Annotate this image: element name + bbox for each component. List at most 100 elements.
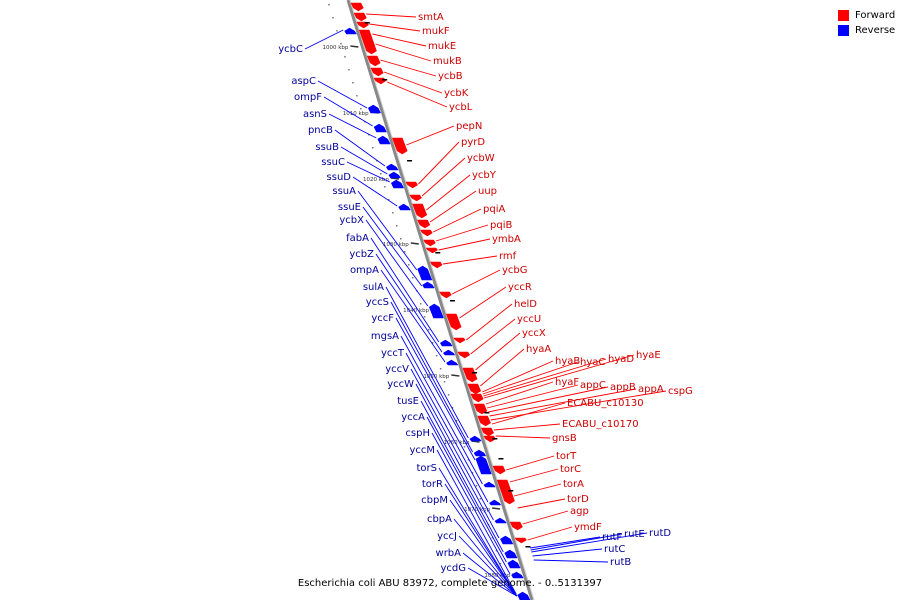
reverse-leader-line bbox=[532, 548, 603, 557]
forward-leader-line bbox=[527, 526, 573, 541]
forward-leader-line bbox=[485, 381, 554, 405]
reverse-gene-label: torS bbox=[417, 463, 438, 474]
reverse-gene-label: cspH bbox=[405, 428, 430, 439]
minor-tick bbox=[360, 108, 362, 110]
reverse-gene-label: rutB bbox=[610, 557, 631, 568]
reverse-gene-arrow bbox=[385, 163, 399, 171]
reverse-gene-label: yccS bbox=[366, 297, 389, 308]
forward-leader-line bbox=[435, 224, 489, 242]
reverse-leader-line bbox=[453, 518, 518, 597]
minor-tick bbox=[411, 277, 414, 279]
forward-leader-line bbox=[421, 157, 466, 197]
minor-tick bbox=[328, 4, 330, 6]
reverse-leader-line bbox=[317, 80, 368, 109]
forward-leader-line bbox=[380, 59, 437, 77]
reverse-leader-line bbox=[370, 237, 440, 343]
minor-tick bbox=[396, 225, 398, 227]
minor-tick bbox=[352, 82, 354, 84]
forward-gene-label: ymbA bbox=[492, 234, 521, 245]
reverse-leader-line bbox=[352, 176, 398, 207]
forward-leader-line bbox=[442, 255, 498, 265]
reverse-gene-label: torR bbox=[422, 479, 443, 490]
forward-leader-line bbox=[493, 423, 561, 431]
minor-tick bbox=[471, 472, 474, 474]
reverse-gene-label: ycbC bbox=[278, 44, 303, 55]
forward-gene-label: torT bbox=[556, 451, 577, 462]
reverse-gene-label: ssuA bbox=[332, 186, 356, 197]
minor-tick bbox=[435, 355, 438, 357]
forward-gene-arrow bbox=[391, 137, 408, 155]
forward-leader-line bbox=[432, 208, 482, 233]
minor-tick bbox=[499, 563, 502, 565]
feature-marker bbox=[382, 79, 388, 81]
reverse-leader-line bbox=[385, 286, 469, 439]
feature-marker bbox=[364, 22, 370, 24]
feature-marker bbox=[492, 438, 498, 440]
reverse-gene-label: cbpA bbox=[427, 514, 452, 525]
legend-forward: Forward bbox=[838, 8, 895, 23]
reverse-gene-arrow bbox=[517, 591, 531, 600]
minor-tick bbox=[336, 30, 338, 32]
forward-gene-label: hyaB bbox=[555, 356, 580, 367]
forward-gene-arrow bbox=[514, 537, 527, 544]
reverse-gene-label: ssuB bbox=[315, 142, 339, 153]
minor-tick bbox=[340, 43, 342, 45]
reverse-gene-arrow bbox=[377, 135, 391, 145]
forward-gene-label: torA bbox=[563, 479, 584, 490]
forward-leader-line bbox=[426, 174, 471, 211]
reverse-leader-line bbox=[340, 146, 388, 175]
forward-gene-label: smtA bbox=[418, 12, 444, 23]
reverse-gene-arrow bbox=[469, 435, 482, 442]
forward-gene-arrow bbox=[483, 435, 496, 443]
reverse-gene-label: rutF bbox=[602, 532, 622, 543]
reverse-leader-line bbox=[420, 400, 504, 553]
forward-gene-label: pyrD bbox=[461, 137, 485, 148]
feature-marker bbox=[407, 160, 413, 162]
forward-gene-arrow bbox=[492, 465, 506, 475]
reverse-gene-label: mgsA bbox=[371, 331, 399, 342]
forward-leader-line bbox=[483, 354, 635, 399]
reverse-gene-label: pncB bbox=[308, 125, 333, 136]
forward-gene-label: yccX bbox=[522, 328, 546, 339]
forward-gene-label: hyaD bbox=[608, 354, 634, 365]
forward-leader-line bbox=[438, 238, 491, 251]
reverse-leader-line bbox=[426, 416, 507, 563]
forward-gene-arrow bbox=[509, 521, 523, 531]
forward-gene-arrow bbox=[350, 2, 364, 12]
reverse-leader-line bbox=[449, 499, 518, 597]
minor-tick bbox=[427, 329, 430, 331]
minor-tick bbox=[399, 238, 402, 240]
forward-gene-arrow bbox=[409, 194, 422, 202]
feature-marker bbox=[525, 546, 531, 548]
forward-gene-arrow bbox=[425, 247, 438, 254]
reverse-gene-arrow bbox=[442, 349, 456, 356]
minor-tick bbox=[463, 446, 466, 448]
forward-gene-arrow bbox=[358, 29, 377, 55]
reverse-gene-label: yccM bbox=[409, 445, 435, 456]
forward-gene-label: mukF bbox=[422, 26, 450, 37]
scale-tick-label: 1020 kbp bbox=[363, 177, 389, 183]
forward-leader-line bbox=[513, 483, 562, 497]
minor-tick bbox=[495, 550, 498, 552]
reverse-leader-line bbox=[400, 335, 483, 485]
minor-tick bbox=[384, 186, 386, 188]
minor-tick bbox=[372, 147, 374, 149]
reverse-leader-line bbox=[530, 533, 623, 551]
scale-tick-label: 1040 kbp bbox=[403, 308, 429, 314]
forward-gene-label: ycbY bbox=[472, 170, 497, 181]
reverse-gene-label: ycdG bbox=[440, 563, 466, 574]
forward-leader-line bbox=[483, 358, 607, 397]
forward-gene-arrow bbox=[457, 351, 471, 359]
forward-gene-label: ycbG bbox=[502, 265, 528, 276]
forward-gene-label: hyaC bbox=[580, 357, 605, 368]
forward-leader-line bbox=[383, 71, 443, 94]
reverse-gene-label: ssuE bbox=[338, 202, 361, 213]
reverse-gene-arrow bbox=[367, 104, 382, 114]
feature-marker bbox=[450, 300, 455, 302]
forward-leader-line bbox=[451, 269, 501, 295]
reverse-leader-line bbox=[390, 301, 474, 453]
reverse-leader-line bbox=[362, 206, 423, 287]
reverse-gene-label: yccV bbox=[385, 364, 409, 375]
feature-marker bbox=[508, 490, 514, 492]
reverse-leader-line bbox=[323, 96, 373, 127]
